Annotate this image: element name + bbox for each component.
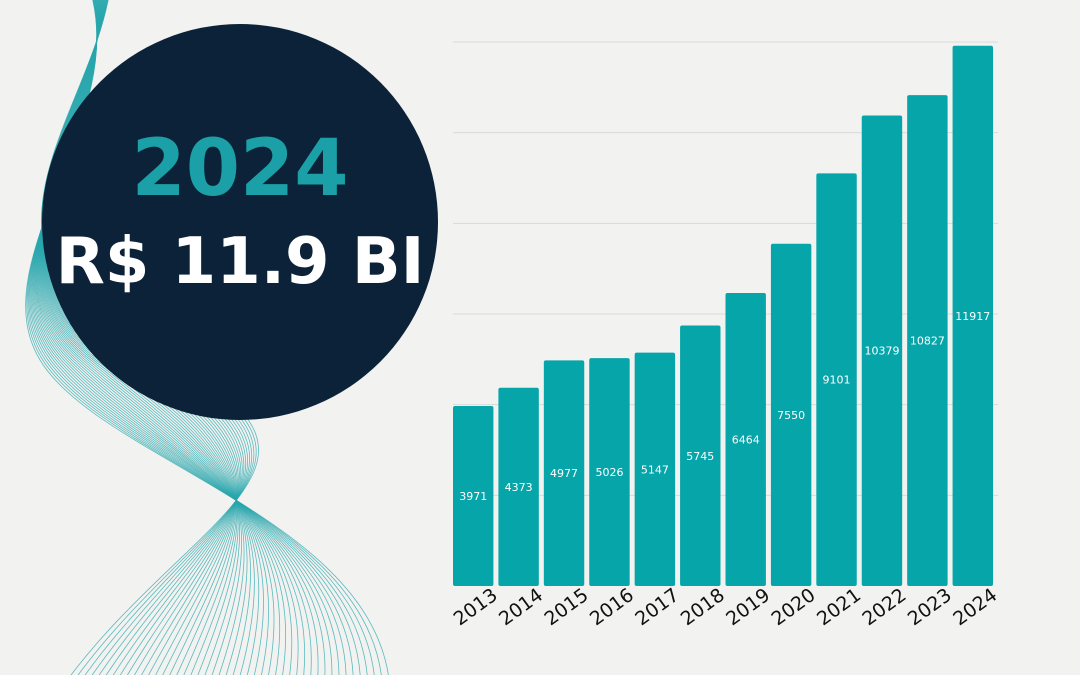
- data-label: 6464: [732, 433, 760, 446]
- x-tick-label: 2020: [768, 584, 820, 630]
- data-label: 4373: [505, 481, 533, 494]
- data-label: 11917: [955, 310, 990, 323]
- x-tick-label: 2024: [949, 584, 1001, 630]
- bar-2020: [770, 243, 812, 586]
- x-tick-label: 2013: [450, 584, 502, 630]
- data-label: 4977: [550, 467, 578, 480]
- bar-2015: [543, 360, 585, 586]
- x-tick-label: 2015: [540, 584, 592, 630]
- badge-value: R$ 11.9 BI: [55, 225, 425, 299]
- data-label: 7550: [777, 409, 805, 422]
- data-label: 10379: [864, 345, 899, 358]
- bar-2022: [861, 115, 903, 586]
- x-tick-label: 2021: [813, 584, 865, 630]
- data-label: 9101: [823, 374, 851, 387]
- x-tick-label: 2017: [631, 584, 683, 630]
- bar-2023: [907, 95, 948, 587]
- x-tick-label: 2014: [495, 584, 547, 630]
- bar-2021: [816, 173, 857, 586]
- bar-2017: [634, 352, 676, 586]
- data-label: 3971: [459, 490, 487, 503]
- data-label: 5147: [641, 463, 669, 476]
- x-tick-label: 2018: [677, 584, 729, 630]
- badge-year: 2024: [131, 124, 349, 214]
- bar-2024: [952, 45, 993, 586]
- data-label: 5745: [686, 450, 714, 463]
- x-tick-label: 2023: [904, 584, 956, 630]
- data-label: 5026: [595, 466, 623, 479]
- x-tick-label: 2022: [858, 584, 910, 630]
- x-tick-label: 2019: [722, 584, 774, 630]
- bar-2018: [680, 325, 721, 586]
- bar-2016: [589, 358, 630, 586]
- x-tick-label: 2016: [586, 584, 638, 630]
- bar-2014: [498, 387, 539, 586]
- data-label: 10827: [910, 335, 945, 348]
- bar-2019: [725, 292, 766, 586]
- highlight-badge: 2024 R$ 11.9 BI: [42, 24, 438, 420]
- bar-2013: [453, 405, 494, 586]
